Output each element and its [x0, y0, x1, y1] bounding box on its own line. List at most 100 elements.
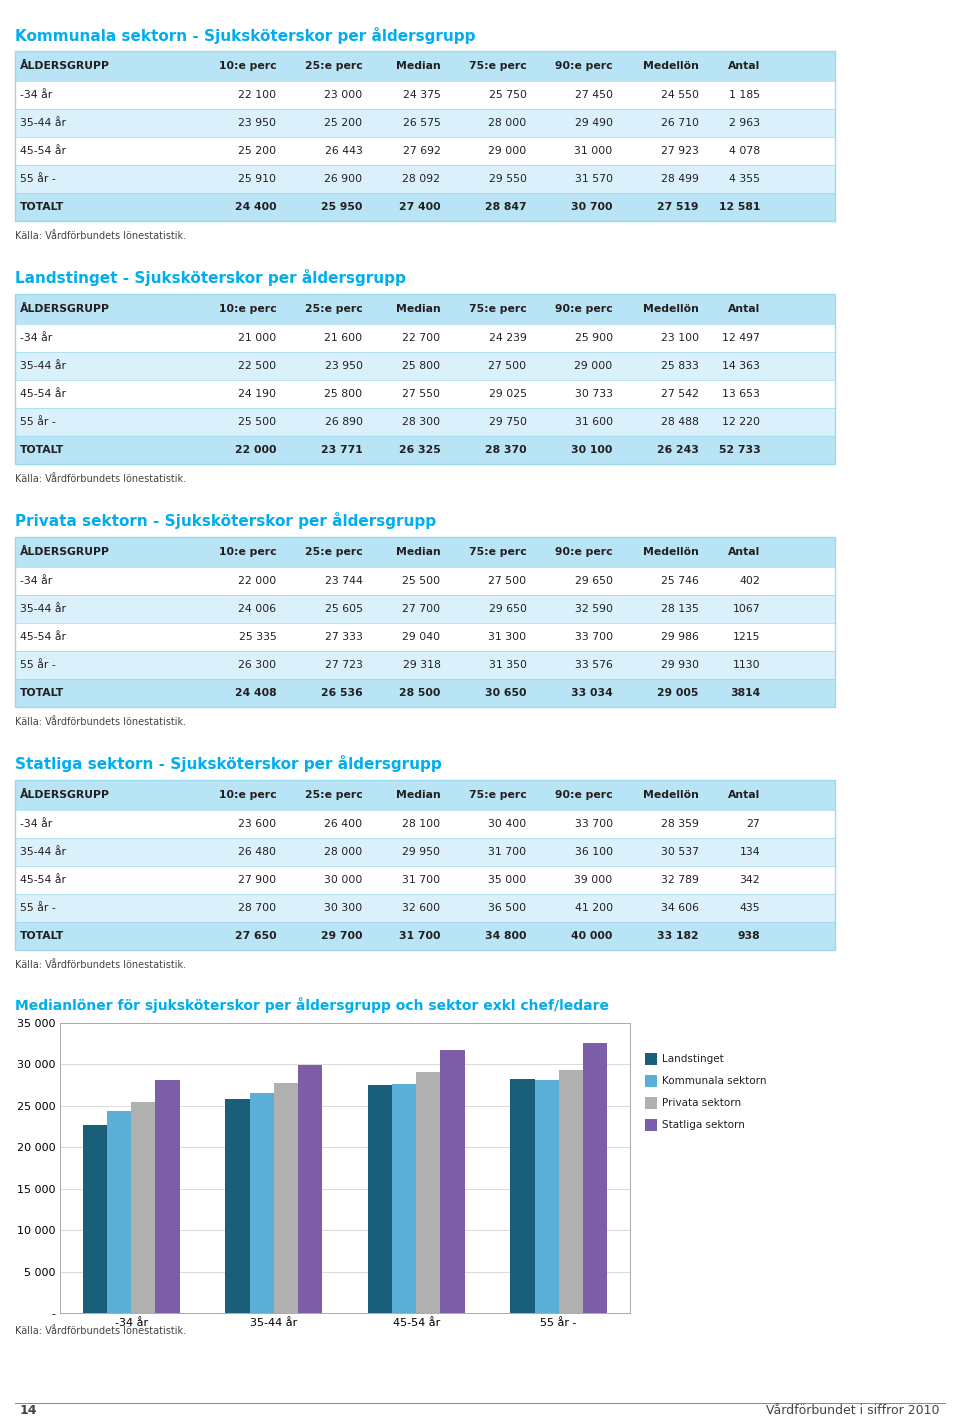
Text: 33 700: 33 700	[575, 632, 612, 642]
Text: 10:e perc: 10:e perc	[219, 304, 276, 314]
Text: 27 700: 27 700	[402, 604, 441, 614]
Text: 25 750: 25 750	[489, 90, 527, 100]
Text: 24 550: 24 550	[660, 90, 699, 100]
Text: 435: 435	[739, 903, 760, 913]
Text: 31 000: 31 000	[574, 146, 612, 156]
Text: 28 370: 28 370	[485, 445, 527, 455]
Bar	[132, 1102, 156, 1313]
Text: 26 443: 26 443	[324, 146, 363, 156]
Bar	[274, 1083, 298, 1313]
Text: 27 542: 27 542	[660, 390, 699, 400]
Text: 75:e perc: 75:e perc	[468, 61, 527, 71]
Text: TOTALT: TOTALT	[20, 930, 64, 940]
Bar	[535, 1080, 559, 1313]
Text: Vårdförbundet i siffror 2010: Vårdförbundet i siffror 2010	[766, 1404, 940, 1417]
Text: 29 930: 29 930	[660, 661, 699, 671]
Text: 25:e perc: 25:e perc	[305, 61, 363, 71]
Text: 30 537: 30 537	[660, 848, 699, 858]
Text: TOTALT: TOTALT	[20, 445, 64, 455]
Text: 45-54 år: 45-54 år	[20, 390, 66, 400]
Text: 27 923: 27 923	[660, 146, 699, 156]
Text: 29 986: 29 986	[660, 632, 699, 642]
Text: 23 000: 23 000	[324, 90, 363, 100]
Text: Landstinget: Landstinget	[662, 1055, 724, 1065]
Bar	[417, 1072, 441, 1313]
Text: 27 400: 27 400	[398, 203, 441, 213]
Text: 25 500: 25 500	[402, 577, 441, 586]
Text: 31 300: 31 300	[489, 632, 527, 642]
Text: 25 833: 25 833	[660, 361, 699, 371]
Text: 21 000: 21 000	[238, 332, 276, 342]
Text: 45-54 år: 45-54 år	[20, 632, 66, 642]
Text: Källa: Vårdförbundets lönestatistik.: Källa: Vårdförbundets lönestatistik.	[15, 960, 186, 970]
Text: 28 135: 28 135	[660, 604, 699, 614]
Text: 22 100: 22 100	[238, 90, 276, 100]
Text: 1130: 1130	[732, 661, 760, 671]
Text: 36 500: 36 500	[489, 903, 527, 913]
Text: 24 375: 24 375	[402, 90, 441, 100]
Text: 39 000: 39 000	[574, 875, 612, 885]
Text: 25 800: 25 800	[324, 390, 363, 400]
Text: 27 550: 27 550	[402, 390, 441, 400]
Text: 342: 342	[739, 875, 760, 885]
Text: 34 800: 34 800	[485, 930, 527, 940]
Text: 55 år -: 55 år -	[20, 903, 56, 913]
Text: Statliga sektorn: Statliga sektorn	[662, 1120, 745, 1130]
Text: 26 325: 26 325	[398, 445, 441, 455]
Text: 27 723: 27 723	[324, 661, 363, 671]
Text: 12 581: 12 581	[719, 203, 760, 213]
Text: 31 350: 31 350	[489, 661, 527, 671]
Text: 23 600: 23 600	[238, 819, 276, 829]
Text: 45-54 år: 45-54 år	[20, 875, 66, 885]
Text: Antal: Antal	[728, 791, 760, 801]
Text: 938: 938	[737, 930, 760, 940]
Text: 31 700: 31 700	[399, 930, 441, 940]
Text: 30 000: 30 000	[324, 875, 363, 885]
Text: 31 570: 31 570	[575, 174, 612, 184]
Text: 55 år -: 55 år -	[20, 174, 56, 184]
Text: Antal: Antal	[728, 61, 760, 71]
Text: 29 750: 29 750	[489, 417, 527, 427]
Text: 12 220: 12 220	[722, 417, 760, 427]
Text: 28 500: 28 500	[399, 688, 441, 698]
Text: 25 950: 25 950	[322, 203, 363, 213]
Text: 4 355: 4 355	[730, 174, 760, 184]
Text: Medellön: Medellön	[643, 547, 699, 557]
Text: -34 år: -34 år	[20, 577, 52, 586]
Text: 30 650: 30 650	[485, 688, 527, 698]
Text: Statliga sektorn - Sjuksköterskor per åldersgrupp: Statliga sektorn - Sjuksköterskor per ål…	[15, 755, 442, 772]
Text: 27 500: 27 500	[489, 361, 527, 371]
Text: ÅLDERSGRUPP: ÅLDERSGRUPP	[20, 547, 110, 557]
Text: Källa: Vårdförbundets lönestatistik.: Källa: Vårdförbundets lönestatistik.	[15, 1326, 186, 1336]
Text: 40 000: 40 000	[571, 930, 612, 940]
Text: 10:e perc: 10:e perc	[219, 61, 276, 71]
Text: 26 575: 26 575	[402, 118, 441, 128]
Text: 35-44 år: 35-44 år	[20, 361, 66, 371]
Text: 31 700: 31 700	[489, 848, 527, 858]
Text: 30 733: 30 733	[575, 390, 612, 400]
Text: 36 100: 36 100	[575, 848, 612, 858]
Text: 27 500: 27 500	[489, 577, 527, 586]
Text: 27 450: 27 450	[575, 90, 612, 100]
Text: 27 692: 27 692	[402, 146, 441, 156]
Text: 10:e perc: 10:e perc	[219, 791, 276, 801]
Text: 75:e perc: 75:e perc	[468, 304, 527, 314]
Text: 25 200: 25 200	[324, 118, 363, 128]
Text: 90:e perc: 90:e perc	[555, 61, 612, 71]
Text: 25 200: 25 200	[238, 146, 276, 156]
Text: 24 006: 24 006	[238, 604, 276, 614]
Text: 28 300: 28 300	[402, 417, 441, 427]
Text: 33 576: 33 576	[575, 661, 612, 671]
Text: 26 400: 26 400	[324, 819, 363, 829]
Text: 26 890: 26 890	[324, 417, 363, 427]
Text: 26 900: 26 900	[324, 174, 363, 184]
Text: 23 744: 23 744	[324, 577, 363, 586]
Text: 23 771: 23 771	[321, 445, 363, 455]
Text: 27 333: 27 333	[324, 632, 363, 642]
Text: 75:e perc: 75:e perc	[468, 791, 527, 801]
Text: 32 600: 32 600	[402, 903, 441, 913]
Bar	[156, 1080, 180, 1313]
Text: 35-44 år: 35-44 år	[20, 848, 66, 858]
Text: 29 490: 29 490	[575, 118, 612, 128]
Text: 25 900: 25 900	[575, 332, 612, 342]
